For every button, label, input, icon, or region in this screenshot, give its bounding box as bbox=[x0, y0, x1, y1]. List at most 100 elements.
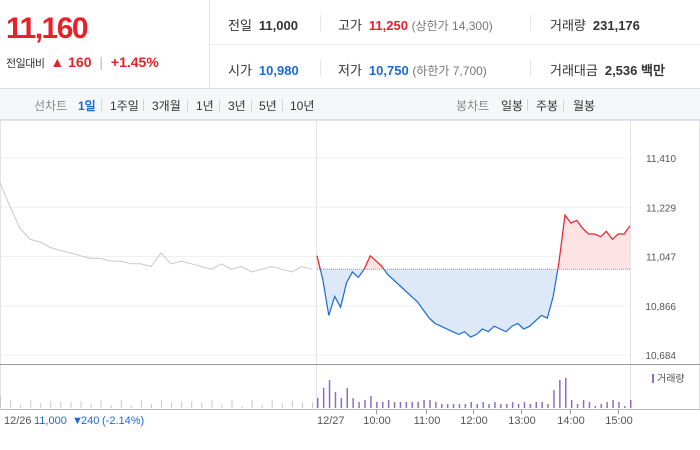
gridlines bbox=[0, 120, 700, 410]
volume-bar bbox=[358, 402, 360, 408]
volume-bar-prev bbox=[151, 403, 152, 408]
price-box: 11,160 전일대비 ▲ 160 | +1.45% bbox=[0, 0, 210, 88]
y-tick-label: 10,866 bbox=[645, 302, 676, 313]
stat-value: 10,980 bbox=[258, 63, 299, 78]
stat-label: 거래량 bbox=[550, 18, 586, 33]
volume-bar bbox=[535, 402, 537, 408]
x-tick-label: 15:00 bbox=[605, 415, 633, 427]
up-arrow-icon: ▲ bbox=[50, 54, 65, 70]
volume-bar bbox=[582, 400, 585, 408]
volume-bar bbox=[565, 378, 567, 408]
volume-legend-swatch bbox=[652, 374, 654, 383]
volume-bar bbox=[458, 404, 461, 408]
tab-divider bbox=[527, 99, 528, 111]
volume-bar bbox=[476, 404, 478, 408]
volume-bar bbox=[317, 398, 319, 408]
tab-divider bbox=[282, 99, 283, 111]
stat-high: 고가 11,250 (상한가 14,300) bbox=[338, 15, 493, 34]
tab-daily-candle[interactable]: 일봉 bbox=[501, 99, 524, 113]
volume-bar-prev bbox=[70, 402, 72, 408]
volume-bar bbox=[417, 402, 419, 408]
y-tick-label: 10,684 bbox=[645, 351, 676, 362]
stat-value: 2,536 백만 bbox=[604, 63, 665, 78]
stat-label: 고가 bbox=[338, 18, 362, 33]
tab-divider bbox=[101, 99, 102, 111]
tab-5year[interactable]: 5년 bbox=[259, 99, 277, 113]
volume-bar bbox=[494, 402, 496, 408]
price-chart-svg: 11,410 11,229 11,047 10,866 10,684 12/26 11,… bbox=[0, 120, 700, 427]
divider bbox=[320, 15, 321, 31]
volume-bar bbox=[559, 380, 561, 408]
y-tick-label: 11,229 bbox=[646, 203, 676, 214]
upper-limit: (상한가 14,300) bbox=[411, 19, 493, 33]
stat-value: 11,250 bbox=[368, 18, 408, 33]
today-date-label: 12/27 bbox=[317, 415, 345, 427]
volume-bar bbox=[387, 400, 390, 408]
volume-bar bbox=[423, 400, 425, 408]
volume-bar bbox=[393, 402, 396, 408]
volume-bar bbox=[334, 392, 337, 408]
volume-bar bbox=[529, 404, 532, 408]
volume-bars bbox=[0, 378, 632, 408]
volume-bar bbox=[600, 404, 602, 408]
volume-bar bbox=[346, 388, 348, 408]
volume-bar bbox=[488, 404, 490, 408]
tab-1week[interactable]: 1주일 bbox=[110, 99, 139, 113]
change-info: 전일대비 ▲ 160 | +1.45% bbox=[6, 54, 159, 71]
tab-divider bbox=[563, 99, 564, 111]
tab-10year[interactable]: 10년 bbox=[290, 99, 315, 113]
up-segment bbox=[316, 255, 321, 270]
volume-bar bbox=[553, 390, 555, 408]
volume-bar bbox=[411, 402, 413, 408]
tab-divider bbox=[187, 99, 188, 111]
volume-bar bbox=[328, 380, 331, 408]
volume-bar-prev bbox=[201, 402, 203, 408]
divider bbox=[530, 60, 531, 76]
tab-3year[interactable]: 3년 bbox=[228, 99, 246, 113]
volume-bar bbox=[405, 402, 408, 408]
volume-bar bbox=[588, 402, 591, 408]
volume-legend-label: 거래량 bbox=[657, 373, 685, 385]
tab-monthly-candle[interactable]: 월봉 bbox=[573, 99, 596, 113]
volume-bar bbox=[382, 402, 384, 408]
down-arrow-icon: ▼ bbox=[72, 415, 83, 427]
volume-bar bbox=[399, 402, 402, 408]
tab-weekly-candle[interactable]: 주봉 bbox=[536, 99, 559, 113]
volume-bar bbox=[446, 404, 449, 408]
prev-change-pct: (-2.14%) bbox=[102, 415, 144, 427]
tab-1day[interactable]: 1일 bbox=[78, 99, 96, 113]
volume-bar-prev bbox=[251, 400, 253, 408]
chart-tab-bar: 선차트 1일 1주일 3개월 1년 3년 5년 10년 봉차트 일봉 주봉 월봉 bbox=[0, 88, 700, 120]
stat-value: 231,176 bbox=[592, 18, 640, 33]
volume-bar bbox=[470, 402, 472, 408]
volume-bar-prev bbox=[271, 400, 273, 408]
volume-bar-prev bbox=[130, 405, 132, 408]
volume-bar-prev bbox=[20, 404, 22, 408]
volume-bar-prev bbox=[312, 402, 313, 408]
x-axis: 12/26 11,000 ▼ 240 (-2.14%) 12/27 10:00 1… bbox=[4, 409, 633, 427]
volume-bar-prev bbox=[100, 400, 102, 408]
divider bbox=[320, 60, 321, 76]
change-label: 전일대비 bbox=[6, 58, 45, 70]
tab-1year[interactable]: 1년 bbox=[196, 99, 214, 113]
down-segment bbox=[319, 268, 365, 316]
current-price: 11,160 bbox=[6, 12, 89, 45]
volume-bar bbox=[435, 402, 437, 408]
volume-bar bbox=[618, 402, 620, 408]
up-area-fill bbox=[317, 215, 630, 270]
volume-bar bbox=[523, 402, 526, 408]
volume-bar bbox=[547, 404, 549, 408]
volume-bar-prev bbox=[211, 400, 213, 408]
stat-open: 시가 10,980 bbox=[228, 60, 299, 79]
volume-bar bbox=[452, 404, 455, 408]
volume-bar-prev bbox=[291, 401, 293, 408]
tab-divider bbox=[251, 99, 252, 111]
volume-bar bbox=[624, 406, 626, 408]
x-tick-label: 13:00 bbox=[508, 415, 536, 427]
stat-volume: 거래량 231,176 bbox=[550, 15, 640, 34]
tab-3month[interactable]: 3개월 bbox=[152, 99, 181, 113]
volume-bar-prev bbox=[60, 401, 62, 408]
volume-legend: 거래량 bbox=[652, 373, 685, 385]
volume-bar bbox=[594, 406, 597, 408]
intraday-chart: 11,410 11,229 11,047 10,866 10,684 12/26 11,… bbox=[0, 120, 700, 450]
